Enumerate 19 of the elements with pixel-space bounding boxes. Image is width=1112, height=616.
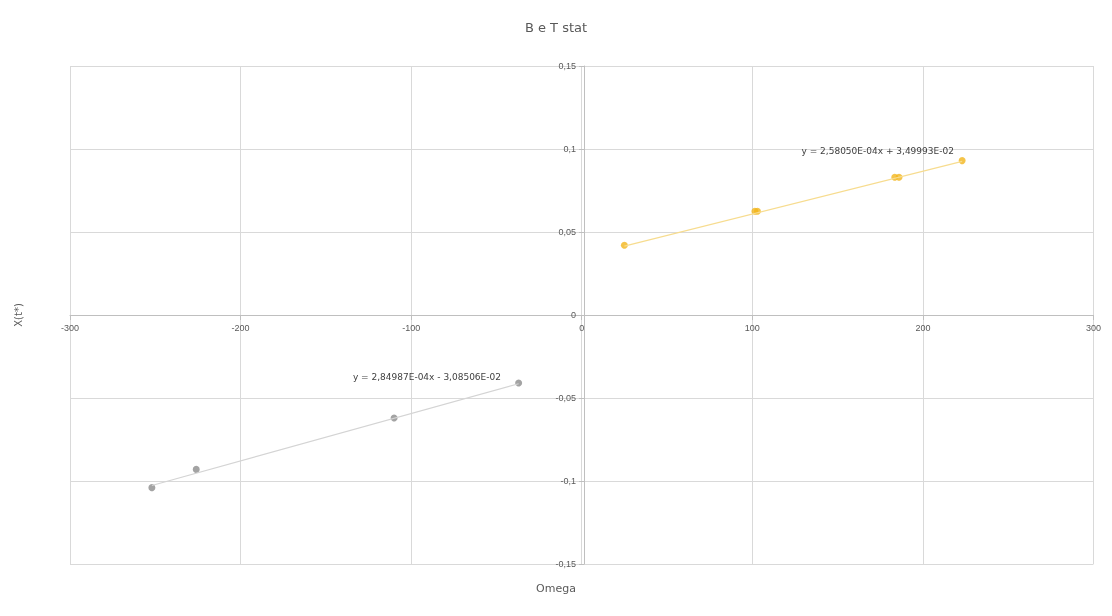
x-tick-label: 0: [579, 322, 585, 333]
y-tick-label: -0,05: [555, 393, 576, 403]
x-tick-label: -300: [60, 322, 80, 333]
x-tick-label: 200: [915, 322, 931, 333]
y-tick-label: 0,05: [558, 227, 576, 237]
x-tick-label: -200: [231, 322, 250, 333]
y-axis-title: X(t*): [12, 303, 24, 327]
chart-title: B e T stat: [524, 20, 588, 35]
x-tick-label: 100: [744, 322, 760, 333]
y-tick-label: 0,15: [558, 61, 576, 71]
y-tick-label: -0,1: [560, 476, 576, 486]
x-axis-title: Omega: [536, 582, 576, 595]
y-tick-label: 0: [570, 310, 576, 320]
x-tick-label: 300: [1085, 322, 1102, 333]
y-tick-label: 0,1: [563, 144, 576, 154]
annotation: y = 2,84987E-04x - 3,08506E-02: [352, 372, 501, 383]
y-tick-label: -0,15: [555, 559, 576, 569]
x-tick-label: -100: [402, 322, 421, 333]
annotation: y = 2,58050E-04x + 3,49993E-02: [801, 145, 954, 156]
